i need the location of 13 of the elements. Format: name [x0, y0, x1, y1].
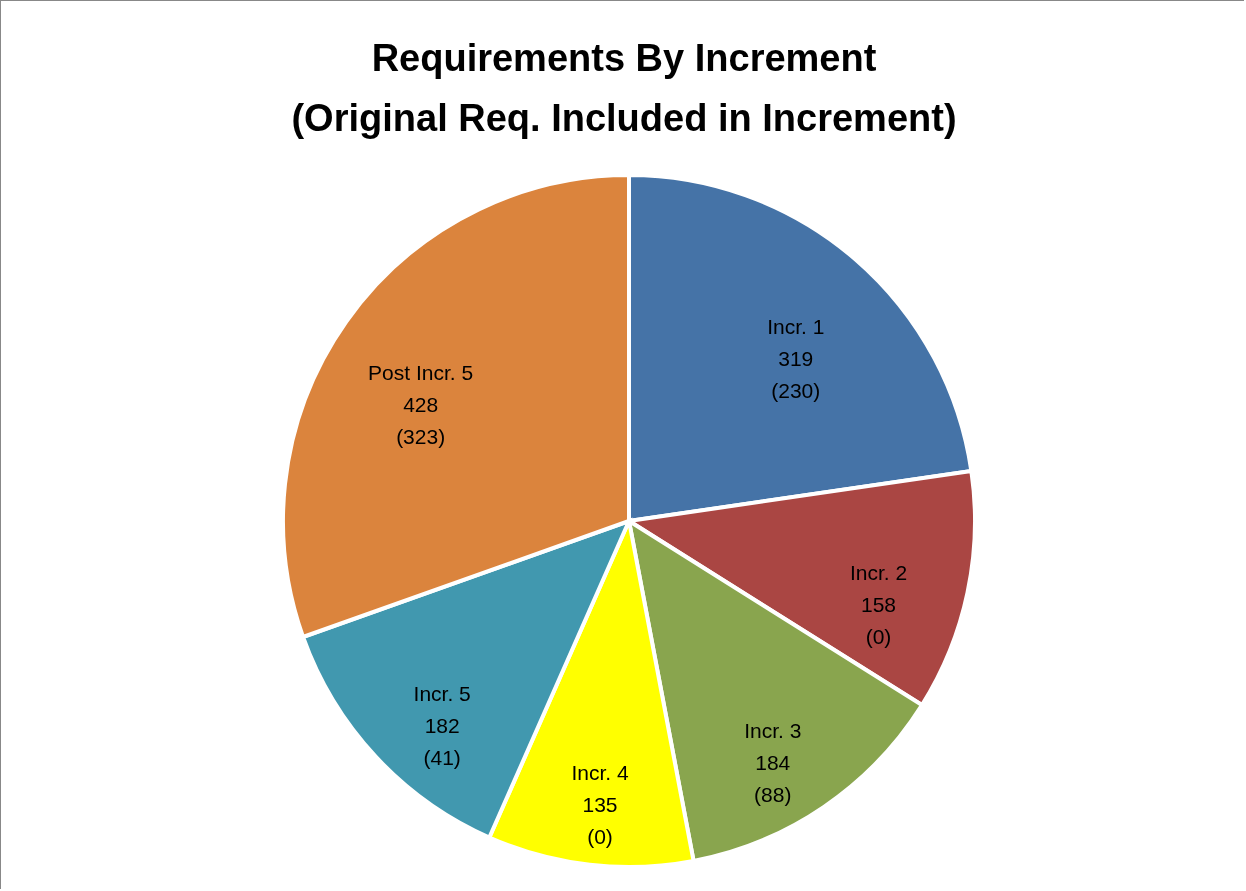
- data-label: 182 (41): [423, 713, 461, 769]
- data-label: 428 (323): [396, 392, 446, 448]
- chart-title: Requirements By Increment (Original Req. Included in Increment): [291, 37, 957, 139]
- slice-label: Incr. 2: [849, 560, 908, 584]
- slice-label: Post Incr. 5: [368, 360, 474, 384]
- data-label: 135 (0): [582, 793, 618, 849]
- slice-label: Incr. 1: [767, 315, 825, 339]
- data-label: 158 (0): [860, 592, 897, 648]
- slice-label: Incr. 4: [571, 761, 629, 785]
- data-label: 184 (88): [754, 750, 792, 806]
- data-label: 319 (230): [771, 347, 821, 403]
- slice-label: Incr. 5: [413, 681, 471, 705]
- slice-label: Incr. 3: [744, 718, 802, 742]
